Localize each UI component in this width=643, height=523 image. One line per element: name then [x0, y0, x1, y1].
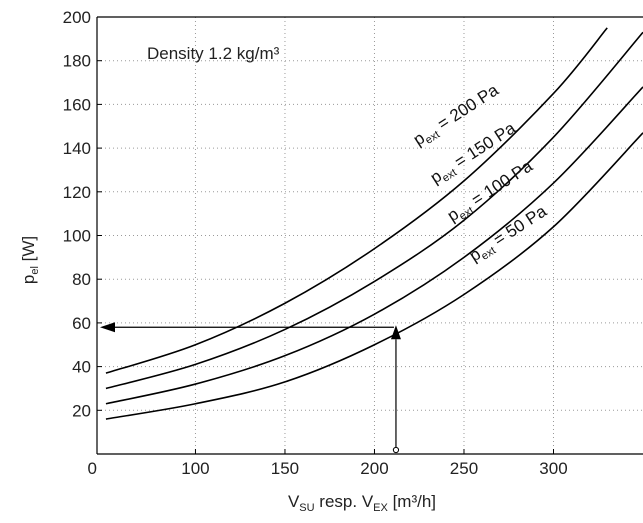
- y-tick-label: 180: [63, 52, 91, 71]
- y-tick-label: 120: [63, 183, 91, 202]
- y-axis-label-unit: [W]: [19, 236, 38, 266]
- y-axis-label-sub: el: [29, 266, 41, 275]
- x-tick-label: 250: [450, 459, 478, 478]
- y-tick-label: 20: [72, 401, 91, 420]
- x-axis-label-main: V: [288, 492, 300, 511]
- y-tick-label: 100: [63, 227, 91, 246]
- reading-start-marker: [393, 447, 398, 452]
- y-tick-label: 40: [72, 358, 91, 377]
- x-axis-label-sub1: SU: [299, 502, 314, 514]
- x-axis-label: VSU resp. VEX [m³/h]: [288, 492, 436, 514]
- x-axis-label-sub2: EX: [373, 502, 388, 514]
- x-tick-label: 150: [271, 459, 299, 478]
- x-tick-label: 300: [539, 459, 567, 478]
- y-tick-label: 200: [63, 8, 91, 27]
- x-axis-label-mid: resp. V: [315, 492, 374, 511]
- x-tick-label: 200: [360, 459, 388, 478]
- x-axis-label-unit: [m³/h]: [388, 492, 436, 511]
- density-annotation: Density 1.2 kg/m³: [147, 44, 280, 63]
- y-tick-label: 60: [72, 314, 91, 333]
- y-tick-label: 140: [63, 139, 91, 158]
- y-tick-label: 80: [72, 270, 91, 289]
- x-tick-label: 100: [181, 459, 209, 478]
- x-tick-label: 0: [88, 459, 97, 478]
- y-tick-label: 160: [63, 95, 91, 114]
- y-axis-label: pel [W]: [19, 236, 41, 284]
- y-axis-label-main: p: [19, 275, 38, 284]
